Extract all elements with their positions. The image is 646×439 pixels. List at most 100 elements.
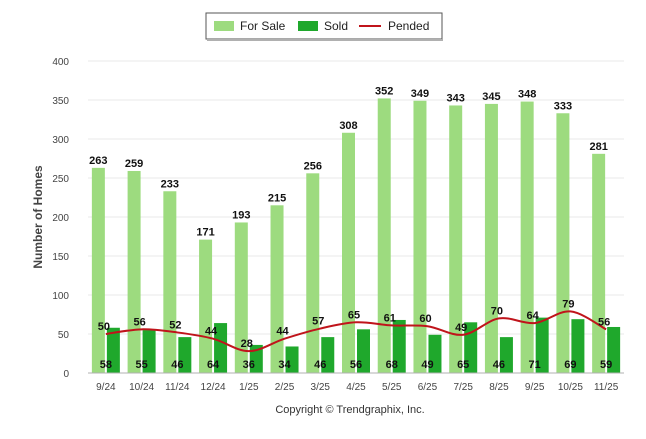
pended-value-label-2: 52: [169, 319, 181, 331]
legend-box: [205, 12, 443, 40]
pended-value-label-1: 56: [133, 316, 145, 328]
x-tick-label-8: 5/25: [382, 382, 402, 393]
x-tick-label-2: 11/24: [165, 382, 190, 393]
x-tick-label-1: 10/24: [129, 382, 154, 393]
pended-value-label-7: 65: [348, 309, 360, 321]
sold-value-label-7: 56: [350, 359, 362, 371]
legend-label-sold: Sold: [324, 19, 348, 33]
sold-value-label-10: 65: [457, 359, 469, 371]
for-sale-value-label-0: 263: [89, 155, 107, 167]
pended-value-label-10: 49: [455, 322, 467, 334]
legend-label-pended: Pended: [388, 19, 429, 33]
pended-value-label-6: 57: [312, 316, 324, 328]
sold-bar-10: [464, 322, 478, 373]
y-tick-label-350: 350: [52, 96, 69, 107]
for-sale-bar-7: [342, 132, 355, 373]
pended-value-label-9: 60: [419, 313, 431, 325]
for-sale-value-label-14: 281: [589, 141, 607, 153]
x-tick-label-10: 7/25: [453, 382, 473, 393]
pended-value-label-14: 56: [598, 316, 610, 328]
x-tick-label-9: 6/25: [418, 382, 438, 393]
sold-value-label-6: 46: [314, 359, 326, 371]
y-tick-label-50: 50: [58, 330, 70, 341]
sold-value-label-3: 64: [207, 359, 220, 371]
x-tick-label-12: 9/25: [525, 382, 545, 393]
pended-value-label-8: 61: [384, 312, 396, 324]
pended-value-label-0: 50: [98, 321, 110, 333]
y-tick-label-200: 200: [52, 213, 69, 224]
y-axis-title: Number of Homes: [31, 165, 45, 269]
for-sale-bar-13: [556, 113, 570, 373]
sold-bar-5: [285, 346, 299, 373]
for-sale-bar-11: [484, 103, 498, 374]
pended-value-label-11: 70: [491, 305, 503, 317]
for-sale-value-label-7: 308: [339, 120, 357, 132]
for-sale-value-label-9: 349: [411, 88, 429, 100]
for-sale-value-label-6: 256: [304, 160, 322, 172]
for-sale-bar-4: [234, 222, 248, 373]
sold-bar-4: [249, 344, 263, 373]
for-sale-value-label-4: 193: [232, 209, 250, 221]
for-sale-value-label-5: 215: [268, 192, 286, 204]
pended-value-labels: 50 56 52 44 28 44 57 65 61 60 49 70 64 79 56: [98, 298, 611, 350]
x-tick-label-7: 4/25: [346, 382, 366, 393]
sold-bar-2: [178, 337, 192, 373]
legend-swatch-for-sale: [214, 21, 234, 31]
x-tick-label-11: 8/25: [489, 382, 509, 393]
x-tick-label-6: 3/25: [311, 382, 331, 393]
y-tick-label-100: 100: [52, 291, 69, 302]
for-sale-value-label-11: 345: [482, 91, 500, 103]
sold-bar-11: [499, 337, 513, 373]
sold-value-label-13: 69: [564, 359, 576, 371]
sold-value-label-5: 34: [278, 359, 291, 371]
sold-bar-9: [428, 334, 442, 373]
legend: For Sale Sold Pended: [205, 12, 443, 41]
for-sale-bar-5: [270, 205, 284, 373]
sold-value-labels: 58 55 46 64 36 34 46 56 68 49 65 46 71 69 59: [100, 359, 613, 371]
for-sale-value-labels: 263 259 233 171 193 215 256 308 352 349 343 345 348 3…: [89, 85, 608, 238]
sold-bar-13: [571, 319, 585, 373]
y-tick-label-250: 250: [52, 174, 69, 185]
copyright-credit: Copyright © Trendgraphix, Inc.: [275, 404, 424, 416]
pended-value-label-5: 44: [276, 326, 289, 338]
for-sale-bar-9: [413, 100, 427, 373]
sold-bar-1: [142, 330, 156, 373]
for-sale-bar-0: [91, 167, 105, 373]
for-sale-bar-8: [377, 98, 391, 373]
sold-bar-8: [392, 319, 406, 373]
sold-bar-14: [607, 326, 621, 373]
for-sale-bar-1: [127, 170, 141, 373]
sold-value-label-14: 59: [600, 359, 612, 371]
sold-bar-3: [214, 323, 228, 373]
sold-value-label-8: 68: [386, 359, 398, 371]
for-sale-value-label-12: 348: [518, 89, 536, 101]
for-sale-bar-12: [520, 101, 534, 373]
for-sale-bar-14: [592, 153, 606, 373]
for-sale-value-label-1: 259: [125, 158, 143, 170]
for-sale-bar-10: [449, 105, 463, 374]
pended-line: [105, 310, 607, 353]
for-sale-value-label-13: 333: [554, 100, 572, 112]
sold-bars: [106, 317, 621, 373]
pended-value-label-12: 64: [527, 310, 540, 322]
for-sale-bar-2: [163, 191, 177, 373]
pended-value-label-3: 44: [205, 326, 218, 338]
x-tick-label-4: 1/25: [239, 382, 259, 393]
y-axis-ticks: 0 50 100 150 200 250 300 350 400: [52, 57, 69, 380]
for-sale-bar-6: [306, 173, 320, 373]
sold-value-label-4: 36: [243, 359, 255, 371]
sold-bar-12: [535, 317, 549, 373]
y-tick-label-150: 150: [52, 252, 69, 263]
for-sale-bars: [91, 98, 606, 374]
sold-value-label-9: 49: [421, 359, 433, 371]
grid-lines: [88, 60, 624, 335]
sold-bar-7: [357, 329, 370, 373]
sold-bar-6: [321, 337, 335, 373]
y-tick-label-0: 0: [63, 369, 69, 380]
x-tick-label-3: 12/24: [201, 382, 226, 393]
x-tick-label-13: 10/25: [558, 382, 583, 393]
sold-value-label-0: 58: [100, 359, 112, 371]
legend-swatch-sold: [298, 21, 318, 31]
